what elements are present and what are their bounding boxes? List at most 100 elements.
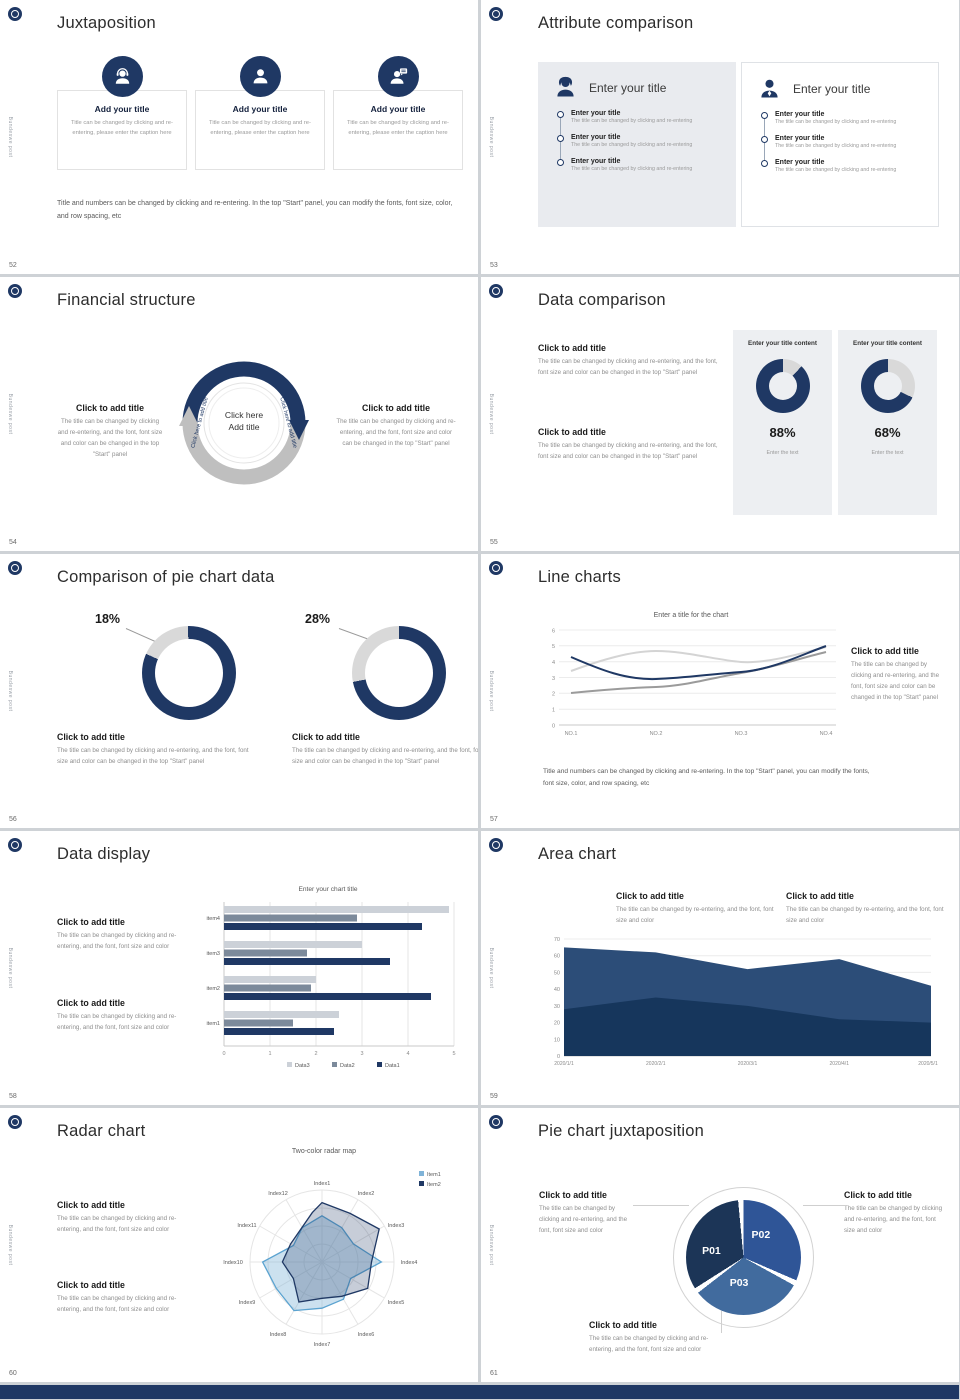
school-logo-icon xyxy=(8,1115,22,1129)
panel-header: Enter your title xyxy=(756,75,924,102)
percent-value: 88% xyxy=(769,425,796,440)
x-tick-label: 2 xyxy=(314,1051,317,1057)
text-block: Click to add title The title can be chan… xyxy=(292,732,478,768)
y-tick-label: 4 xyxy=(552,660,555,666)
support-agent-icon xyxy=(101,56,143,97)
bar-data1 xyxy=(224,993,431,1000)
block-body: The title can be changed by clicking and… xyxy=(538,358,718,376)
page-number: 56 xyxy=(9,816,17,823)
x-tick-label: NO.2 xyxy=(650,731,663,737)
legend-swatch-data3 xyxy=(287,1062,292,1067)
text-block-right: Click to add title The title can be chan… xyxy=(335,403,457,450)
y-tick-label: 40 xyxy=(554,987,560,993)
panel-title: Enter your title xyxy=(793,81,871,96)
pie-slice-label: P01 xyxy=(702,1244,721,1257)
slide-61-pie-juxtaposition[interactable]: Bundeswe post Pie chart juxtaposition Cl… xyxy=(481,1108,959,1382)
radar-axis-label: Index12 xyxy=(268,1191,288,1197)
x-tick-label: 2020/2/1 xyxy=(646,1061,666,1067)
radar-axis-label: Index9 xyxy=(239,1300,256,1306)
vertical-sidebar-text: Bundeswe post xyxy=(488,670,494,712)
comparison-panel-left: Enter your title Enter your title The ti… xyxy=(538,62,736,227)
person-chat-icon xyxy=(377,56,419,97)
legend-label: Data2 xyxy=(340,1063,355,1069)
bottom-accent-bar xyxy=(0,1385,959,1399)
feature-heading: Add your title xyxy=(94,104,150,114)
slide-title: Data display xyxy=(57,845,151,863)
x-tick-label: NO.4 xyxy=(820,731,833,737)
donut-chart-88 xyxy=(755,359,810,413)
slide-56-pie-comparison[interactable]: Bundeswe post Comparison of pie chart da… xyxy=(0,554,478,828)
legend-swatch-item2 xyxy=(419,1181,424,1186)
slide-title: Radar chart xyxy=(57,1122,146,1140)
block-heading: Click to add title xyxy=(538,343,606,353)
stat-card: Enter your title content 88% Enter the t… xyxy=(733,330,832,515)
donut-chart-28 xyxy=(352,626,446,720)
slide-59-area-chart[interactable]: Bundeswe post Area chart Click to add ti… xyxy=(481,831,959,1105)
slide-53-attribute-comparison[interactable]: Bundeswe post Attribute comparison Enter… xyxy=(481,0,959,274)
block-body: The title can be changed by clicking and… xyxy=(589,1335,709,1353)
radar-axis-label: Index2 xyxy=(358,1191,375,1197)
y-tick-label: 6 xyxy=(552,629,555,635)
woman-icon xyxy=(557,76,574,97)
text-block-left: Click to add title The title can be chan… xyxy=(55,403,165,460)
feature-column: Add your title Title can be changed by c… xyxy=(333,56,463,170)
vertical-sidebar-text: Bundeswe post xyxy=(7,116,13,158)
block-body: The title can be changed by re-entering,… xyxy=(616,906,774,924)
slide-title: Area chart xyxy=(538,845,617,863)
radar-axis-label: Index5 xyxy=(388,1300,405,1306)
slide-57-line-charts[interactable]: Bundeswe post Line charts Enter a title … xyxy=(481,554,959,828)
radar-axis-label: Index11 xyxy=(237,1223,256,1229)
item-title: Enter your title xyxy=(571,133,621,141)
text-block: Click to add title The title can be chan… xyxy=(539,1190,637,1237)
y-tick-label: 60 xyxy=(554,954,560,960)
pie-slice-label: P03 xyxy=(729,1277,749,1290)
item-caption: The title can be changed by clicking and… xyxy=(775,119,897,125)
item-caption: The title can be changed by clicking and… xyxy=(571,165,693,172)
y-tick-label: 20 xyxy=(554,1021,560,1027)
radar-series-item1 xyxy=(261,1215,383,1312)
text-block: Click to add title The title can be chan… xyxy=(786,891,944,927)
callout-line xyxy=(803,1205,847,1206)
slide-52-juxtaposition[interactable]: Bundeswe post Juxtaposition Add your tit… xyxy=(0,0,478,274)
line-chart: Enter a title for the chart 6 5 4 3 2 1 … xyxy=(541,612,841,745)
radar-series-item2 xyxy=(281,1201,380,1303)
y-tick-label: 1 xyxy=(552,708,555,714)
y-tick-label: 0 xyxy=(557,1054,560,1060)
x-tick-label: 4 xyxy=(406,1051,409,1057)
page-number: 53 xyxy=(490,262,498,269)
pie-decorative-ring xyxy=(673,1187,814,1328)
item-title: Enter your title xyxy=(775,134,825,142)
radar-axis-label: Index8 xyxy=(270,1332,287,1338)
feature-card: Add your title Title can be changed by c… xyxy=(333,90,463,170)
y-tick-label: 70 xyxy=(554,937,560,943)
block-heading: Click to add title xyxy=(589,1320,657,1330)
radar-axis-label: Index1 xyxy=(314,1181,331,1187)
item-caption: The title can be changed by clicking and… xyxy=(571,118,693,124)
block-heading: Click to add title xyxy=(851,646,919,656)
slide-60-radar-chart[interactable]: Bundeswe post Radar chart Click to add t… xyxy=(0,1108,478,1382)
bar-data3 xyxy=(224,1011,339,1018)
block-heading: Click to add title xyxy=(57,998,125,1008)
line-series-1 xyxy=(570,645,827,681)
line-series-3 xyxy=(570,646,827,672)
x-tick-label: 3 xyxy=(360,1051,363,1057)
x-tick-label: 2020/1/1 xyxy=(554,1061,574,1067)
item-caption: The title can be changed by clicking and… xyxy=(775,166,897,173)
text-block: Click to add title The title can be chan… xyxy=(538,427,720,463)
timeline-item: Enter your title The title can be change… xyxy=(761,159,924,175)
slide-54-financial-structure[interactable]: Bundeswe post Financial structure Click … xyxy=(0,277,478,551)
text-block: Click to add title The title can be chan… xyxy=(538,343,720,379)
man-icon xyxy=(761,79,778,98)
slide-title: Line charts xyxy=(538,568,621,586)
x-tick-label: 2020/4/1 xyxy=(830,1061,850,1067)
slide-58-data-display[interactable]: Bundeswe post Data display Click to add … xyxy=(0,831,478,1105)
legend-label: Item1 xyxy=(427,1172,441,1178)
item-caption: The title can be changed by clicking and… xyxy=(571,141,693,148)
pie-chart: P01 P02 P03 xyxy=(686,1200,801,1315)
slide-55-data-comparison[interactable]: Bundeswe post Data comparison Click to a… xyxy=(481,277,959,551)
feature-card: Add your title Title can be changed by c… xyxy=(57,90,187,170)
page-number: 61 xyxy=(490,1370,498,1377)
school-logo-icon xyxy=(489,838,503,852)
school-logo-icon xyxy=(489,284,503,298)
y-tick-label: 50 xyxy=(554,970,560,976)
